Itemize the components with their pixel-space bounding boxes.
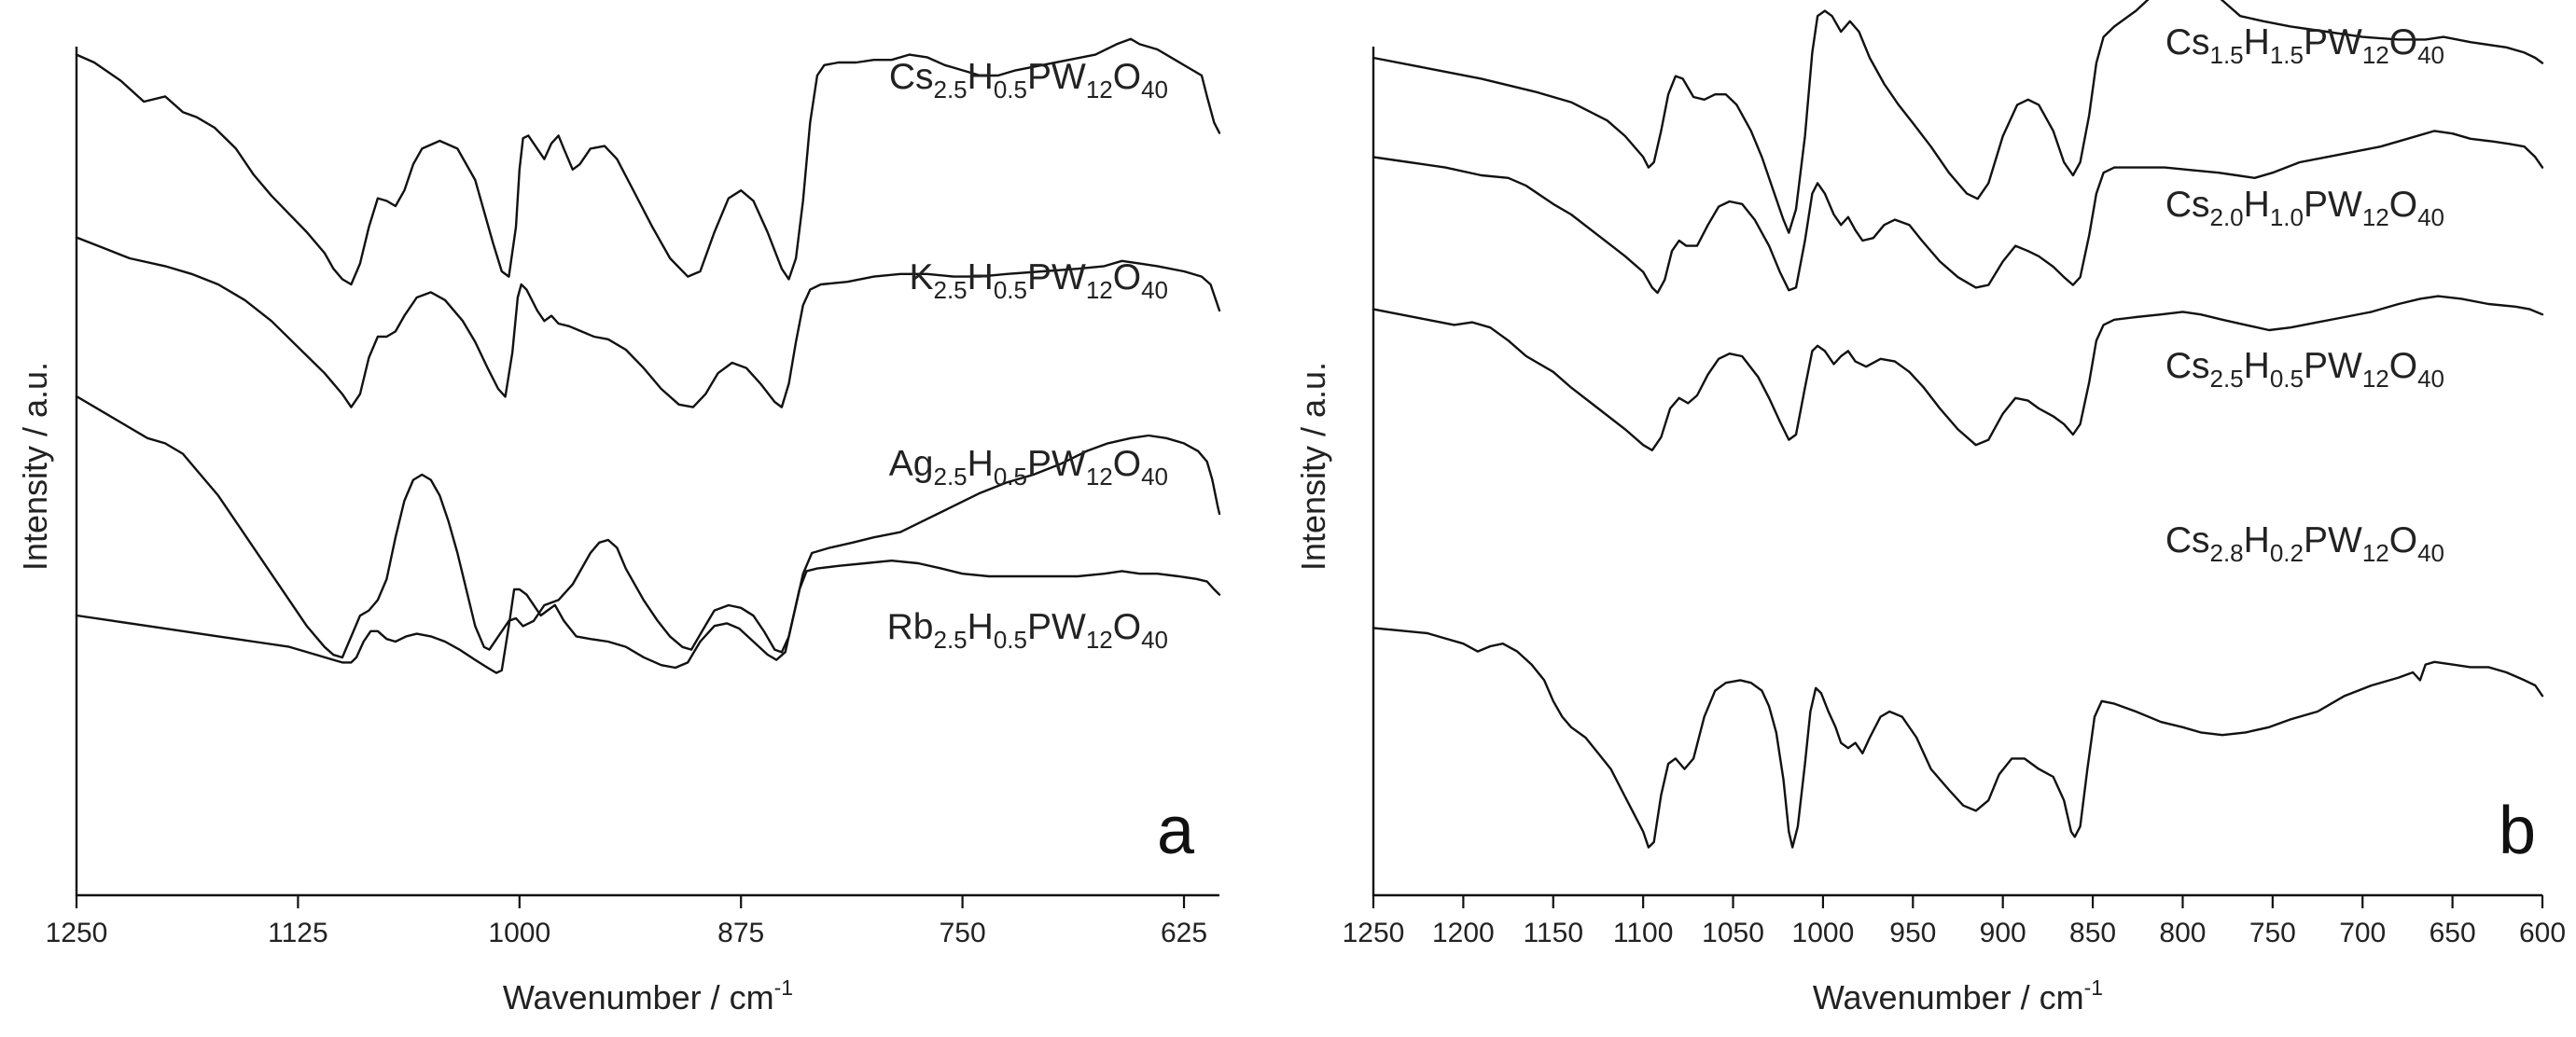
x-tick-label-b-750: 750 bbox=[2249, 918, 2296, 948]
series-label-b-3: Cs2.5H0.5PW12O40 bbox=[2165, 346, 2444, 393]
series-line-a-1 bbox=[75, 37, 1221, 286]
x-tick-label-b-1250: 1250 bbox=[1343, 918, 1405, 948]
x-tick-label-a-1000: 1000 bbox=[488, 918, 550, 948]
x-tick-label-b-900: 900 bbox=[1980, 918, 2026, 948]
panel-label-a: a bbox=[1157, 794, 1195, 868]
x-tick-label-b-800: 800 bbox=[2159, 918, 2206, 948]
x-tick-label-b-850: 850 bbox=[2069, 918, 2116, 948]
series-line-b-2 bbox=[1372, 130, 2544, 295]
series-label-a-4: Rb2.5H0.5PW12O40 bbox=[887, 607, 1168, 654]
y-axis-title-a: Intensity / a.u. bbox=[16, 362, 54, 571]
series-label-b-2: Cs2.0H1.0PW12O40 bbox=[2165, 185, 2444, 231]
series-label-b-1: Cs1.5H1.5PW12O40 bbox=[2165, 22, 2444, 69]
x-ticks-a: 1250 1125 1000 875 750 625 bbox=[46, 895, 1207, 948]
series-label-a-3: Ag2.5H0.5PW12O40 bbox=[889, 444, 1168, 491]
series-line-b-4 bbox=[1372, 627, 2544, 849]
x-tick-label-b-700: 700 bbox=[2339, 918, 2386, 948]
series-group-a: Cs2.5H0.5PW12O40 K2.5H0.5PW12O40 Ag2.5H0.5… bbox=[75, 37, 1221, 674]
chart-panel-a: 1250 1125 1000 875 750 625 Cs2.5H0.5PW12O40 K2… bbox=[16, 37, 1221, 1016]
x-tick-label-b-1150: 1150 bbox=[1524, 918, 1584, 948]
x-tick-label-b-600: 600 bbox=[2519, 918, 2566, 948]
x-axis-title-b: Wavenumber / cm-1 bbox=[1813, 975, 2103, 1016]
x-tick-label-a-875: 875 bbox=[717, 918, 764, 948]
series-line-a-4 bbox=[75, 560, 1221, 674]
series-label-a-1: Cs2.5H0.5PW12O40 bbox=[889, 57, 1168, 104]
x-tick-label-a-625: 625 bbox=[1161, 918, 1207, 948]
series-line-a-2 bbox=[75, 236, 1221, 408]
series-line-a-3 bbox=[75, 394, 1221, 659]
series-group-b: Cs1.5H1.5PW12O40 Cs2.0H1.0PW12O40 Cs2.5H0.… bbox=[1372, 0, 2544, 849]
x-tick-label-b-1100: 1100 bbox=[1613, 918, 1674, 948]
panel-label-b: b bbox=[2499, 794, 2536, 868]
x-tick-label-b-950: 950 bbox=[1889, 918, 1936, 948]
x-tick-label-b-1050: 1050 bbox=[1702, 918, 1764, 948]
x-tick-label-a-1125: 1125 bbox=[268, 918, 328, 948]
x-tick-label-b-1200: 1200 bbox=[1432, 918, 1495, 948]
x-tick-label-b-1000: 1000 bbox=[1792, 918, 1855, 948]
series-label-b-4: Cs2.8H0.2PW12O40 bbox=[2165, 520, 2444, 567]
series-line-b-1 bbox=[1372, 0, 2544, 234]
x-tick-label-b-650: 650 bbox=[2430, 918, 2476, 948]
y-axis-title-b: Intensity / a.u. bbox=[1294, 362, 1332, 571]
x-tick-label-a-1250: 1250 bbox=[46, 918, 108, 948]
axes-frame-b bbox=[1372, 47, 2542, 897]
x-ticks-b: 1250 1200 1150 1100 1050 1000 950 900 850 800 750 7… bbox=[1343, 895, 2566, 948]
x-axis-title-a: Wavenumber / cm-1 bbox=[503, 975, 793, 1016]
chart-panel-b: 1250 1200 1150 1100 1050 1000 950 900 850 800 750 7… bbox=[1294, 0, 2566, 1016]
x-tick-label-a-750: 750 bbox=[940, 918, 986, 948]
series-line-b-3 bbox=[1372, 295, 2544, 451]
series-label-a-2: K2.5H0.5PW12O40 bbox=[909, 257, 1168, 304]
